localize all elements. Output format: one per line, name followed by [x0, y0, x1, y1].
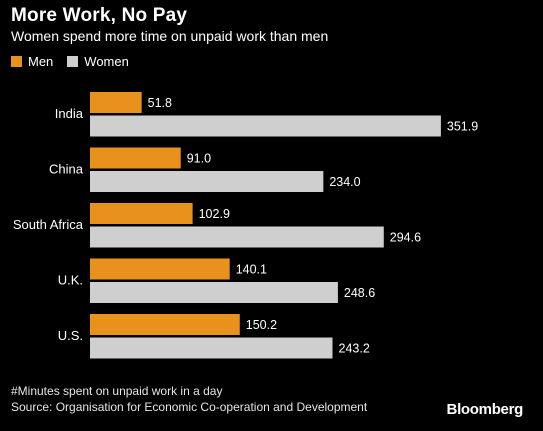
category-label-u-s: U.S. [58, 328, 83, 343]
bar-women-china [90, 171, 324, 192]
value-label-women-china: 234.0 [329, 175, 360, 189]
bar-women-india [90, 115, 441, 137]
value-label-men-u-s: 150.2 [246, 318, 277, 332]
bar-men-u-s [90, 314, 240, 335]
legend-label-women: Women [84, 54, 129, 69]
legend-item-men: Men [11, 54, 53, 69]
value-label-women-south-africa: 294.6 [390, 231, 421, 245]
category-label-south-africa: South Africa [13, 217, 84, 232]
value-label-men-china: 91.0 [187, 152, 211, 166]
source-note: Source: Organisation for Economic Co-ope… [11, 400, 368, 414]
bar-men-india [90, 92, 142, 113]
bloomberg-logo: Bloomberg [446, 401, 524, 418]
bar-men-u-k [90, 258, 230, 280]
footnote: #Minutes spent on unpaid work in a day [11, 384, 223, 398]
value-label-women-india: 351.9 [447, 120, 478, 134]
legend-label-men: Men [28, 54, 54, 69]
legend: Men Women [11, 54, 143, 69]
value-label-women-u-s: 243.2 [339, 342, 370, 356]
bar-men-south-africa [90, 203, 193, 224]
legend-swatch-women [67, 56, 79, 67]
bar-women-u-k [90, 282, 338, 303]
bar-women-south-africa [90, 226, 384, 248]
value-label-men-u-k: 140.1 [236, 263, 267, 277]
chart-subtitle: Women spend more time on unpaid work tha… [11, 28, 329, 44]
value-label-men-south-africa: 102.9 [199, 207, 230, 221]
chart-title: More Work, No Pay [11, 5, 188, 26]
legend-item-women: Women [67, 54, 129, 69]
category-label-china: China [49, 162, 84, 177]
bar-women-u-s [90, 337, 333, 359]
bar-men-china [90, 147, 181, 169]
value-label-women-u-k: 248.6 [344, 286, 375, 300]
value-label-men-india: 51.8 [148, 96, 172, 110]
legend-swatch-men [11, 56, 22, 67]
category-label-u-k: U.K. [58, 273, 83, 288]
category-label-india: India [55, 106, 84, 121]
